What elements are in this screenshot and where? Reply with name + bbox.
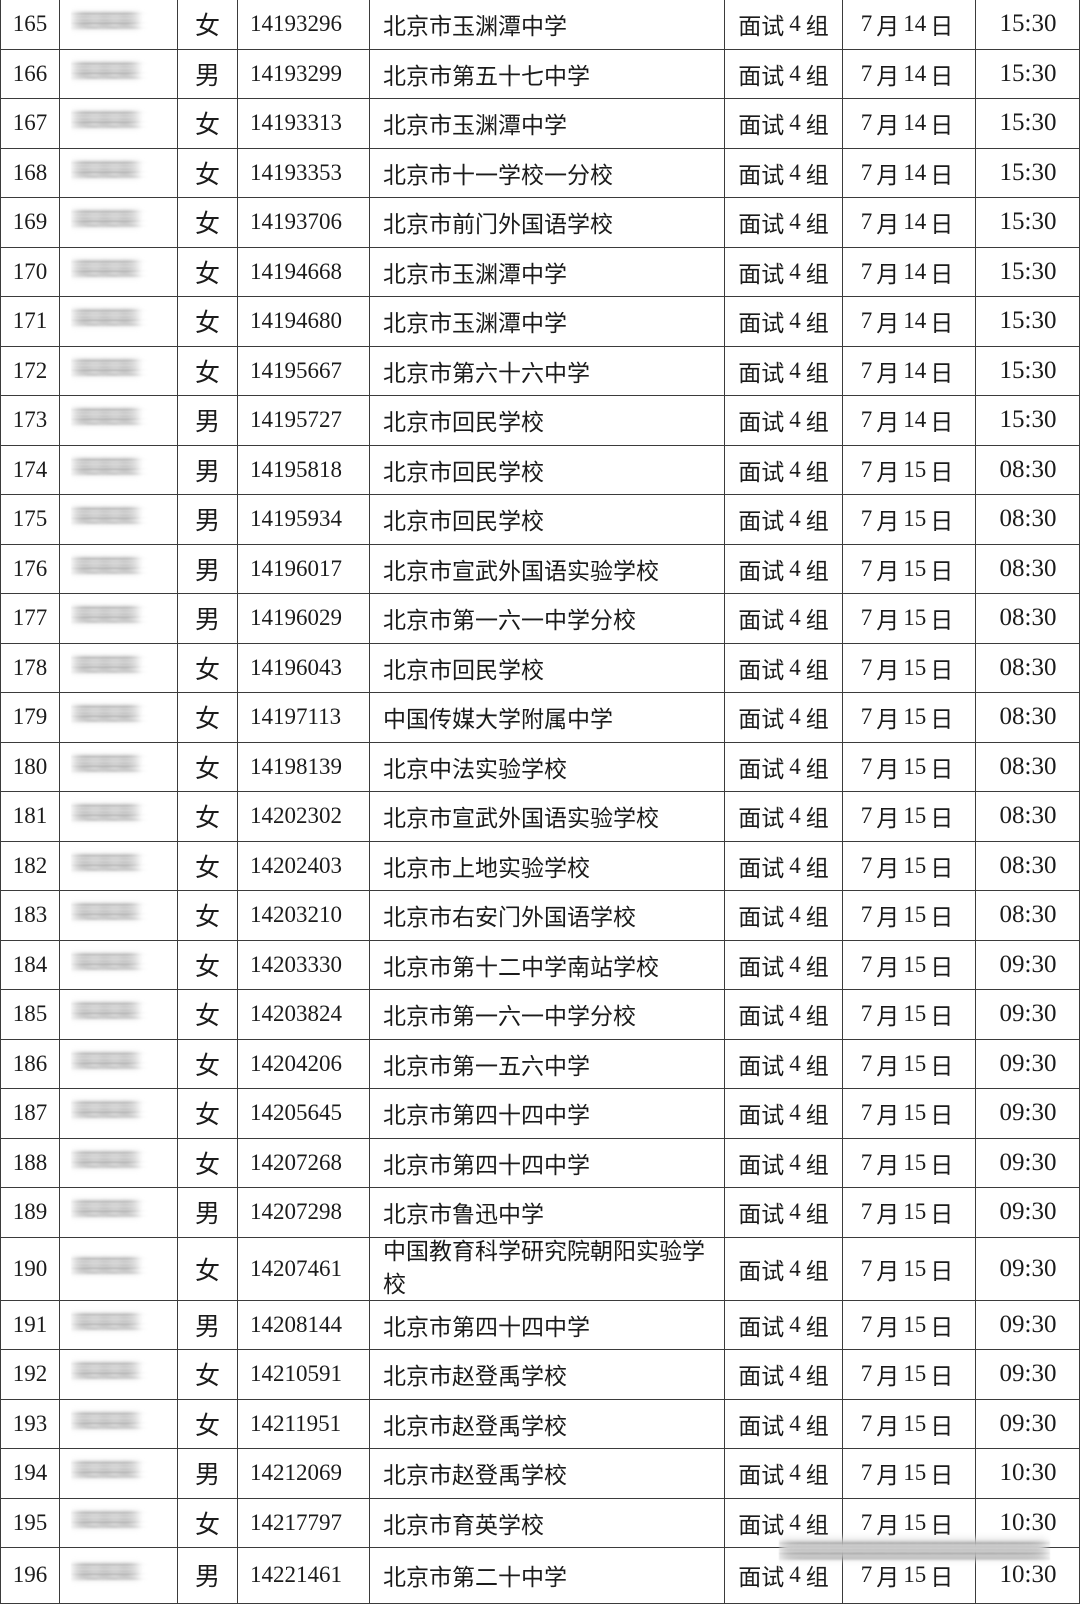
svg-text:某某某: 某某某 xyxy=(75,159,135,182)
svg-text:某某某: 某某某 xyxy=(75,1311,135,1334)
svg-text:某某某: 某某某 xyxy=(75,901,135,924)
svg-text:某某某某某某某某某某某某: 某某某某某某某某某某某某 xyxy=(781,1539,1045,1564)
svg-text:某某某: 某某某 xyxy=(75,1255,135,1278)
svg-text:某某某: 某某某 xyxy=(75,1509,135,1532)
svg-text:某某某: 某某某 xyxy=(75,1000,135,1023)
svg-text:某某某: 某某某 xyxy=(75,1410,135,1433)
svg-text:某某某: 某某某 xyxy=(75,951,135,974)
svg-text:某某某: 某某某 xyxy=(75,703,135,726)
svg-text:某某某: 某某某 xyxy=(75,258,135,281)
svg-text:某某某: 某某某 xyxy=(75,555,135,578)
svg-text:某某某: 某某某 xyxy=(75,406,135,429)
svg-text:某某某: 某某某 xyxy=(75,60,135,83)
svg-text:某某某: 某某某 xyxy=(75,357,135,380)
svg-text:某某某: 某某某 xyxy=(75,1360,135,1383)
svg-text:某某某: 某某某 xyxy=(75,654,135,677)
svg-text:某某某: 某某某 xyxy=(75,307,135,330)
svg-text:某某某: 某某某 xyxy=(75,208,135,231)
svg-text:某某某: 某某某 xyxy=(75,802,135,825)
svg-text:某某某: 某某某 xyxy=(75,109,135,132)
svg-text:某某某: 某某某 xyxy=(75,10,135,33)
svg-text:某某某: 某某某 xyxy=(75,505,135,528)
svg-text:某某某: 某某某 xyxy=(75,1149,135,1172)
svg-text:某某某: 某某某 xyxy=(75,1198,135,1221)
svg-text:某某某: 某某某 xyxy=(75,1459,135,1482)
svg-text:某某某: 某某某 xyxy=(75,753,135,776)
svg-text:某某某: 某某某 xyxy=(75,1561,135,1584)
svg-text:某某某: 某某某 xyxy=(75,1099,135,1122)
svg-text:某某某: 某某某 xyxy=(75,604,135,627)
svg-text:某某某: 某某某 xyxy=(75,456,135,479)
svg-text:某某某: 某某某 xyxy=(75,1050,135,1073)
svg-text:某某某: 某某某 xyxy=(75,852,135,875)
